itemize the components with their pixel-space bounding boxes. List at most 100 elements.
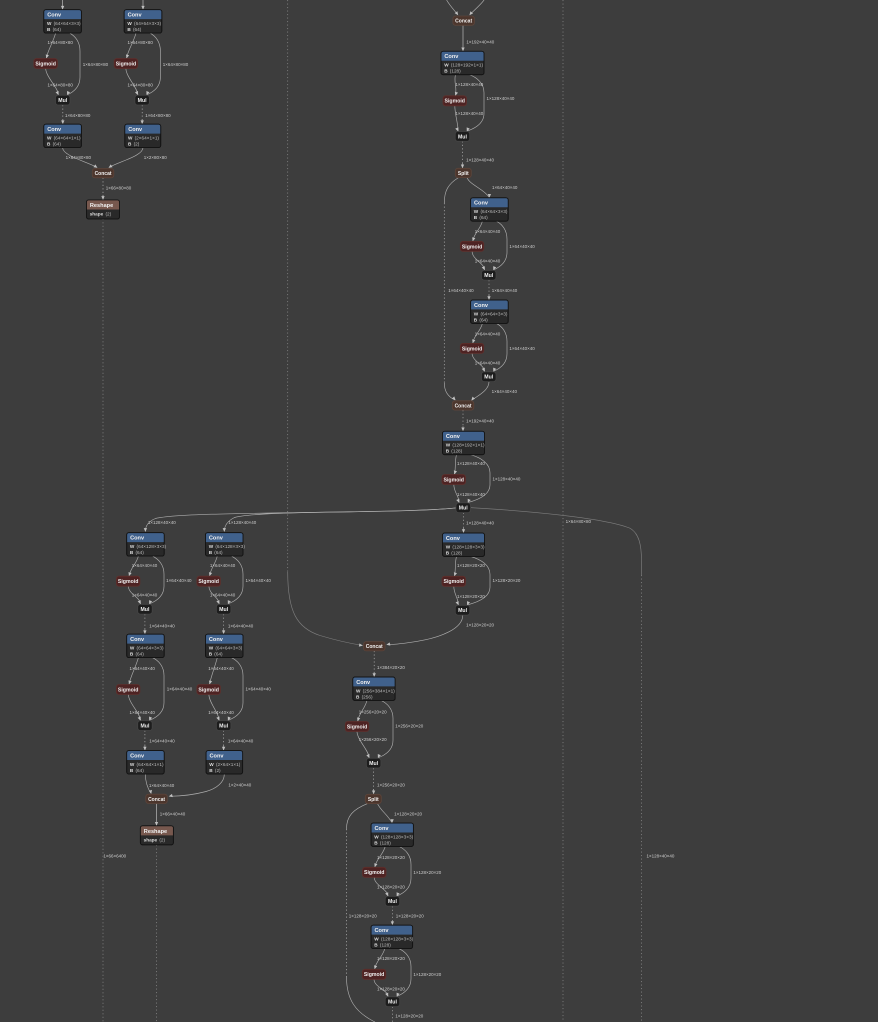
svg-text:Mul: Mul xyxy=(484,375,493,381)
svg-text:1×64×40×40: 1×64×40×40 xyxy=(475,229,501,234)
svg-text:1×256×20×20: 1×256×20×20 xyxy=(359,710,387,715)
svg-text:Conv: Conv xyxy=(209,637,224,643)
svg-text:W(128×128×3×3): W (128×128×3×3) xyxy=(374,835,413,840)
svg-text:Mul: Mul xyxy=(388,1000,397,1006)
svg-text:Conv: Conv xyxy=(446,536,461,542)
svg-text:B(64): B (64) xyxy=(209,652,223,657)
svg-text:1×64×80×80: 1×64×80×80 xyxy=(566,519,592,524)
svg-text:1×64×80×80: 1×64×80×80 xyxy=(145,113,171,118)
svg-text:Mul: Mul xyxy=(458,134,467,140)
svg-text:shape(2): shape (2) xyxy=(90,212,112,217)
svg-text:1×64×40×40: 1×64×40×40 xyxy=(475,361,501,366)
svg-text:1×128×20×20: 1×128×20×20 xyxy=(349,914,377,919)
svg-text:1×64×80×80: 1×64×80×80 xyxy=(48,40,74,45)
svg-text:Conv: Conv xyxy=(375,826,390,832)
svg-text:1×64×40×40: 1×64×40×40 xyxy=(492,288,518,293)
svg-text:W(64×128×3×3): W (64×128×3×3) xyxy=(209,544,246,549)
svg-text:1×64×40×40: 1×64×40×40 xyxy=(492,389,518,394)
svg-text:1×64×40×40: 1×64×40×40 xyxy=(509,346,535,351)
svg-text:1×384×20×20: 1×384×20×20 xyxy=(377,665,405,670)
svg-text:B(64): B (64) xyxy=(47,142,61,147)
svg-text:Mul: Mul xyxy=(138,98,147,104)
svg-text:Mul: Mul xyxy=(140,607,149,613)
svg-text:1×128×20×20: 1×128×20×20 xyxy=(394,811,422,816)
svg-text:1×64×40×40: 1×64×40×40 xyxy=(246,578,272,583)
svg-text:1×64×40×40: 1×64×40×40 xyxy=(166,578,192,583)
svg-text:1×128×20×20: 1×128×20×20 xyxy=(377,884,405,889)
svg-text:B(128): B (128) xyxy=(446,449,463,454)
svg-text:Mul: Mul xyxy=(219,724,228,730)
svg-text:1×2×80×80: 1×2×80×80 xyxy=(144,155,167,160)
svg-text:B(64): B (64) xyxy=(474,317,488,322)
svg-text:1×64×40×40: 1×64×40×40 xyxy=(132,593,158,598)
svg-text:Mul: Mul xyxy=(219,607,228,613)
svg-text:B(64): B (64) xyxy=(474,215,488,220)
svg-text:Concat: Concat xyxy=(95,171,112,177)
svg-text:1×128×40×40: 1×128×40×40 xyxy=(466,158,494,163)
svg-text:W(64×64×3×3): W (64×64×3×3) xyxy=(474,311,508,316)
svg-text:1×64×40×40: 1×64×40×40 xyxy=(208,710,234,715)
svg-text:1×64×80×80: 1×64×80×80 xyxy=(65,113,91,118)
svg-text:Sigmoid: Sigmoid xyxy=(445,99,465,105)
svg-text:Conv: Conv xyxy=(130,536,145,542)
svg-text:Mul: Mul xyxy=(459,506,468,512)
svg-text:1×128×20×20: 1×128×20×20 xyxy=(457,594,485,599)
svg-text:1×128×40×40: 1×128×40×40 xyxy=(148,520,176,525)
svg-text:1×64×40×40: 1×64×40×40 xyxy=(149,739,175,744)
svg-text:1×128×40×40: 1×128×40×40 xyxy=(228,520,256,525)
svg-text:1×192×40×40: 1×192×40×40 xyxy=(466,40,494,45)
svg-text:1×64×40×40: 1×64×40×40 xyxy=(167,687,193,692)
svg-text:1×64×80×80: 1×64×80×80 xyxy=(163,62,189,67)
svg-text:Conv: Conv xyxy=(210,753,225,759)
svg-text:Reshape: Reshape xyxy=(144,829,167,835)
svg-text:1×128×20×20: 1×128×20×20 xyxy=(377,855,405,860)
svg-text:Conv: Conv xyxy=(209,536,224,542)
svg-text:Sigmoid: Sigmoid xyxy=(116,61,136,67)
svg-text:W(64×64×1×1): W (64×64×1×1) xyxy=(130,762,164,767)
svg-text:1×128×40×40: 1×128×40×40 xyxy=(455,82,483,87)
svg-text:1×64×80×80: 1×64×80×80 xyxy=(128,83,154,88)
svg-text:Sigmoid: Sigmoid xyxy=(118,687,138,693)
svg-text:B(128): B (128) xyxy=(446,550,463,555)
svg-text:Conv: Conv xyxy=(356,680,371,686)
svg-text:1×64×40×40: 1×64×40×40 xyxy=(492,185,518,190)
svg-text:1×256×20×20: 1×256×20×20 xyxy=(377,783,405,788)
svg-text:1×64×40×40: 1×64×40×40 xyxy=(132,563,158,568)
svg-text:Sigmoid: Sigmoid xyxy=(462,346,482,352)
svg-text:1×128×40×40: 1×128×40×40 xyxy=(457,492,485,497)
svg-text:B(64): B (64) xyxy=(130,652,144,657)
svg-text:1×64×80×80: 1×64×80×80 xyxy=(128,40,154,45)
svg-text:Conv: Conv xyxy=(130,753,145,759)
svg-text:Split: Split xyxy=(458,171,469,177)
svg-text:Sigmoid: Sigmoid xyxy=(118,579,138,585)
svg-text:1×64×40×40: 1×64×40×40 xyxy=(246,687,272,692)
svg-text:Conv: Conv xyxy=(130,637,145,643)
svg-text:W(2×64×1×1): W (2×64×1×1) xyxy=(128,136,159,141)
svg-text:Sigmoid: Sigmoid xyxy=(198,687,218,693)
svg-text:Sigmoid: Sigmoid xyxy=(198,579,218,585)
svg-text:1×128×20×20: 1×128×20×20 xyxy=(377,986,405,991)
svg-text:B(64): B (64) xyxy=(47,27,61,32)
svg-text:W(256×384×1×1): W (256×384×1×1) xyxy=(356,688,395,693)
svg-text:1×128×20×20: 1×128×20×20 xyxy=(377,956,405,961)
svg-text:B(128): B (128) xyxy=(374,840,391,845)
svg-text:Mul: Mul xyxy=(369,761,378,767)
svg-text:Conv: Conv xyxy=(128,127,143,133)
svg-text:Sigmoid: Sigmoid xyxy=(347,724,367,730)
svg-text:1×128×20×20: 1×128×20×20 xyxy=(493,578,521,583)
svg-text:Mul: Mul xyxy=(484,273,493,279)
svg-text:Sigmoid: Sigmoid xyxy=(364,972,384,978)
svg-text:1×66×80×80: 1×66×80×80 xyxy=(106,186,132,191)
svg-text:1×64×40×40: 1×64×40×40 xyxy=(149,623,175,628)
svg-text:Concat: Concat xyxy=(366,644,383,650)
svg-text:B(256): B (256) xyxy=(356,694,373,699)
svg-text:1×128×40×40: 1×128×40×40 xyxy=(493,476,521,481)
svg-text:1×128×40×40: 1×128×40×40 xyxy=(466,521,494,526)
svg-text:1×128×20×20: 1×128×20×20 xyxy=(396,914,424,919)
svg-text:1×128×40×40: 1×128×40×40 xyxy=(457,461,485,466)
svg-text:W(64×64×1×1): W (64×64×1×1) xyxy=(47,136,81,141)
svg-text:Reshape: Reshape xyxy=(90,203,113,209)
svg-text:1×64×80×80: 1×64×80×80 xyxy=(48,83,74,88)
svg-text:Concat: Concat xyxy=(148,797,165,803)
svg-text:1×128×20×20: 1×128×20×20 xyxy=(413,972,441,977)
